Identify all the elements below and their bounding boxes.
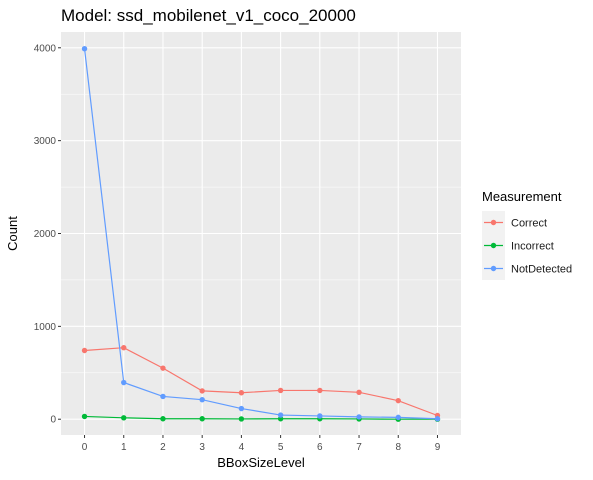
- data-point-incorrect: [81, 413, 88, 420]
- data-point-notdetected: [238, 405, 245, 412]
- series-line-notdetected: [83, 48, 438, 420]
- x-tick-label: 5: [278, 442, 284, 453]
- chart-title: Model: ssd_mobilenet_v1_coco_20000: [61, 6, 356, 25]
- x-axis-label: BBoxSizeLevel: [217, 455, 305, 470]
- y-tick-label: 1000: [34, 322, 57, 333]
- y-tick-label: 4000: [34, 43, 57, 54]
- series-line-incorrect: [84, 415, 438, 420]
- data-point-incorrect: [121, 415, 127, 421]
- data-point-incorrect: [199, 416, 205, 422]
- y-axis-label: Count: [5, 216, 20, 251]
- x-tick-label: 2: [160, 442, 166, 453]
- legend: Measurement Correct Incorrect NotDetected: [482, 189, 572, 280]
- data-point-correct: [317, 387, 323, 394]
- data-point-notdetected: [121, 379, 127, 386]
- x-tick-label: 8: [395, 442, 401, 453]
- legend-key-point-correct: [490, 219, 497, 226]
- data-point-notdetected: [81, 46, 88, 52]
- data-point-notdetected: [277, 412, 284, 418]
- x-tick-label: 6: [317, 442, 323, 453]
- data-point-notdetected: [199, 397, 205, 403]
- data-point-correct: [395, 397, 401, 404]
- legend-label-incorrect: Incorrect: [511, 241, 554, 253]
- series-lines: [83, 48, 438, 420]
- x-tick-label: 4: [239, 442, 245, 453]
- grid-lines: [61, 32, 461, 435]
- data-point-correct: [238, 390, 245, 396]
- x-tick-label: 1: [121, 442, 127, 453]
- legend-key-point-notdetected: [490, 265, 497, 272]
- x-tick-label: 7: [356, 442, 362, 453]
- data-point-correct: [121, 345, 127, 351]
- y-tick-label: 3000: [34, 136, 57, 147]
- data-point-correct: [81, 347, 88, 354]
- legend-label-notdetected: NotDetected: [511, 264, 572, 276]
- legend-title: Measurement: [482, 189, 562, 204]
- x-tick-label: 9: [435, 442, 441, 453]
- data-point-incorrect: [277, 416, 284, 422]
- y-tick-label: 0: [50, 415, 56, 426]
- data-point-correct: [199, 388, 205, 394]
- x-axis-ticks: 0 1 2 3 4 5 6 7 8 9: [82, 435, 441, 453]
- x-tick-label: 3: [199, 442, 205, 453]
- data-point-incorrect: [238, 416, 245, 422]
- data-point-correct: [160, 365, 166, 371]
- data-point-correct: [356, 389, 362, 395]
- legend-label-correct: Correct: [511, 218, 547, 230]
- data-point-correct: [277, 387, 284, 394]
- data-point-notdetected: [317, 413, 323, 419]
- data-point-notdetected: [356, 414, 362, 420]
- data-point-notdetected: [160, 393, 166, 400]
- x-tick-label: 0: [82, 442, 88, 453]
- series-points: [81, 46, 441, 422]
- legend-key-point-incorrect: [490, 242, 497, 249]
- series-line-correct: [84, 347, 438, 417]
- y-axis-ticks: 0 1000 2000 3000 4000: [34, 43, 61, 426]
- y-tick-label: 2000: [34, 229, 57, 240]
- data-point-notdetected: [395, 414, 401, 421]
- data-point-notdetected: [434, 416, 441, 422]
- data-point-incorrect: [160, 416, 166, 422]
